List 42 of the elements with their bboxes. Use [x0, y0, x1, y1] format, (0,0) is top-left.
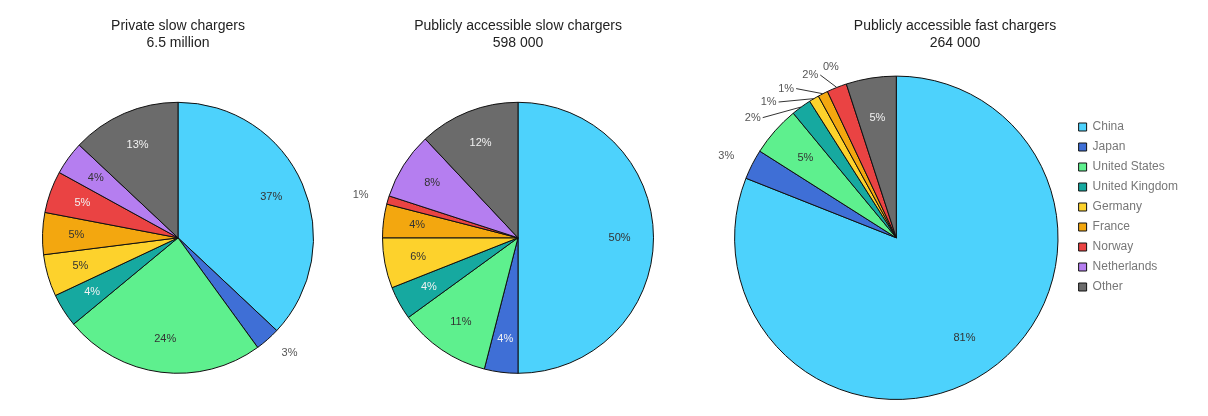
data-label: 4% — [84, 285, 101, 298]
data-label: 3% — [718, 149, 735, 162]
data-label: 11% — [450, 314, 472, 327]
legend-label: Germany — [1092, 199, 1142, 214]
chart-title: Private slow chargers — [111, 17, 245, 34]
data-label: 4% — [409, 218, 426, 231]
data-label: 81% — [953, 331, 976, 344]
data-label: 1% — [760, 95, 777, 108]
data-label: 4% — [420, 279, 438, 292]
data-label: 1% — [352, 188, 369, 201]
data-label: 5% — [72, 259, 89, 272]
data-label: 37% — [260, 190, 283, 203]
legend-label: United Kingdom — [1092, 179, 1179, 194]
data-label: 12% — [469, 136, 492, 149]
data-label: 5% — [797, 150, 814, 163]
data-label: 2% — [744, 110, 761, 123]
chart-subtitle: 264 000 — [929, 34, 981, 51]
data-label: 8% — [424, 176, 441, 189]
legend-label: Netherlands — [1092, 259, 1158, 274]
data-label: 3% — [281, 345, 298, 358]
chart-title: Publicly accessible fast chargers — [853, 17, 1057, 34]
data-label: 4% — [87, 171, 104, 184]
data-label: 24% — [154, 331, 177, 344]
legend-label: United States — [1092, 159, 1165, 174]
data-label: 50% — [608, 230, 631, 243]
legend-label: Other — [1092, 279, 1123, 294]
legend-label: Japan — [1092, 139, 1126, 154]
chart-subtitle: 6.5 million — [146, 34, 210, 51]
data-label: 5% — [869, 111, 886, 124]
data-label: 1% — [778, 81, 795, 94]
legend-label: China — [1092, 119, 1125, 134]
legend-label: France — [1092, 219, 1131, 234]
data-label: 5% — [68, 227, 85, 240]
data-label: 6% — [410, 249, 427, 262]
chart-subtitle: 598 000 — [492, 34, 544, 51]
chart-title: Publicly accessible slow chargers — [414, 17, 622, 34]
data-label: 4% — [497, 331, 514, 344]
data-label: 13% — [126, 137, 149, 150]
legend-label: Norway — [1092, 239, 1134, 254]
text: 0% — [822, 59, 839, 72]
data-label: 5% — [74, 196, 91, 209]
data-label: 2% — [802, 68, 819, 81]
